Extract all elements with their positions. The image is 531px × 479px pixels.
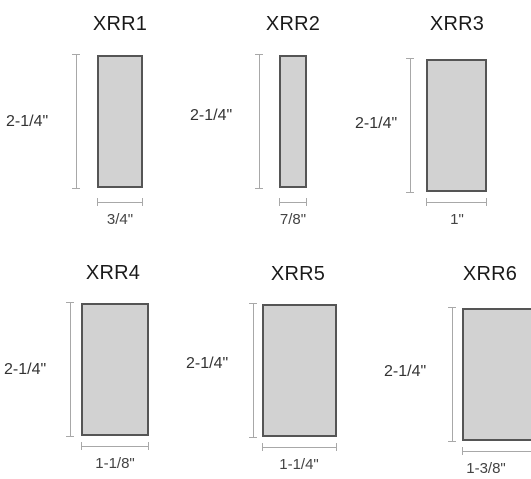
size-rectangle [462,308,531,441]
height-label: 2-1/4" [186,355,229,372]
width-label: 1" [450,211,464,228]
height-label: 2-1/4" [4,361,47,378]
width-dimension-cap-right [142,198,143,206]
height-label: 2-1/4" [355,115,398,132]
width-dimension-cap-right [306,198,307,206]
height-dimension-cap-bottom [255,188,263,189]
item-title: XRR5 [270,263,326,285]
height-dimension-cap-bottom [249,437,257,438]
size-rectangle [262,304,337,437]
width-dimension-line [97,202,143,203]
height-dimension-cap-bottom [448,441,456,442]
size-rectangle [97,55,143,188]
size-rectangle [426,59,487,192]
width-dimension-line [462,451,531,452]
height-dimension-cap-bottom [72,188,80,189]
height-dimension-line [253,303,254,437]
item-title: XRR3 [429,13,485,35]
width-dimension-cap-right [486,198,487,206]
height-dimension-cap-bottom [66,436,74,437]
height-dimension-line [410,58,411,192]
size-rectangle [81,303,149,436]
width-dimension-cap-right [336,443,337,451]
width-label: 7/8" [279,211,307,228]
width-label: 3/4" [106,211,134,228]
height-label: 2-1/4" [6,113,49,130]
item-title: XRR6 [462,263,518,285]
height-label: 2-1/4" [384,363,427,380]
width-dimension-line [262,447,337,448]
width-dimension-cap-right [148,442,149,450]
width-dimension-line [279,202,307,203]
item-title: XRR4 [85,262,141,284]
size-rectangle [279,55,307,188]
item-title: XRR1 [92,13,148,35]
width-dimension-line [426,202,487,203]
height-dimension-line [452,307,453,441]
width-label: 1-3/8" [466,460,506,477]
width-dimension-line [81,446,149,447]
width-label: 1-1/4" [279,456,319,473]
item-title: XRR2 [265,13,321,35]
height-dimension-line [70,302,71,436]
height-dimension-line [76,54,77,188]
height-dimension-cap-bottom [406,192,414,193]
width-label: 1-1/8" [95,455,135,472]
height-label: 2-1/4" [190,107,233,124]
height-dimension-line [259,54,260,188]
